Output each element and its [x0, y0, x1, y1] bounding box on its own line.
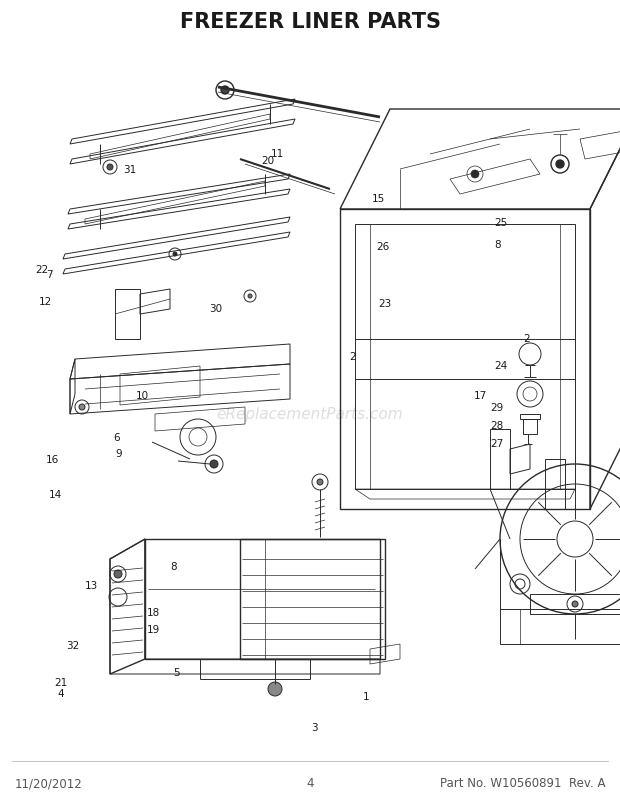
- Text: Part No. W10560891  Rev. A: Part No. W10560891 Rev. A: [440, 776, 605, 789]
- Text: 15: 15: [371, 194, 385, 204]
- Text: 7: 7: [46, 269, 53, 279]
- Text: 30: 30: [209, 304, 223, 314]
- Text: 18: 18: [147, 608, 161, 618]
- Text: 31: 31: [123, 165, 137, 175]
- Text: 1: 1: [363, 691, 369, 701]
- Circle shape: [572, 602, 578, 607]
- Text: 4: 4: [306, 776, 314, 789]
- Text: 28: 28: [490, 420, 504, 430]
- Text: 32: 32: [66, 641, 80, 650]
- Circle shape: [317, 480, 323, 485]
- Text: 12: 12: [38, 297, 52, 306]
- Text: 16: 16: [46, 455, 60, 464]
- Text: 5: 5: [174, 667, 180, 677]
- Text: 3: 3: [312, 722, 318, 731]
- Text: 29: 29: [490, 403, 504, 412]
- Circle shape: [221, 87, 229, 95]
- Circle shape: [471, 171, 479, 179]
- Text: 20: 20: [261, 156, 275, 165]
- Text: 11/20/2012: 11/20/2012: [15, 776, 82, 789]
- Text: 4: 4: [58, 688, 64, 698]
- Text: 21: 21: [54, 678, 68, 687]
- Text: 13: 13: [85, 581, 99, 590]
- Text: 25: 25: [494, 218, 508, 228]
- Circle shape: [114, 570, 122, 578]
- Text: 22: 22: [35, 265, 49, 274]
- Text: 2: 2: [349, 352, 355, 362]
- Circle shape: [173, 253, 177, 257]
- Text: 8: 8: [170, 561, 177, 571]
- Text: 24: 24: [494, 361, 508, 371]
- Text: 9: 9: [116, 449, 122, 459]
- Text: FREEZER LINER PARTS: FREEZER LINER PARTS: [180, 12, 440, 32]
- Text: 10: 10: [136, 391, 149, 400]
- Text: 8: 8: [494, 240, 500, 249]
- Text: 17: 17: [474, 391, 487, 400]
- Circle shape: [248, 294, 252, 298]
- Text: eReplacementParts.com: eReplacementParts.com: [216, 407, 404, 422]
- Circle shape: [556, 160, 564, 168]
- Circle shape: [268, 683, 282, 696]
- Circle shape: [107, 164, 113, 171]
- Text: 23: 23: [378, 298, 391, 308]
- Text: 6: 6: [113, 432, 120, 442]
- Text: 14: 14: [49, 489, 63, 499]
- Text: 2: 2: [524, 334, 530, 343]
- Text: 26: 26: [376, 242, 390, 252]
- Text: 11: 11: [271, 149, 285, 159]
- Text: 19: 19: [147, 625, 161, 634]
- Circle shape: [79, 404, 85, 411]
- Circle shape: [210, 460, 218, 468]
- Text: 27: 27: [490, 439, 504, 448]
